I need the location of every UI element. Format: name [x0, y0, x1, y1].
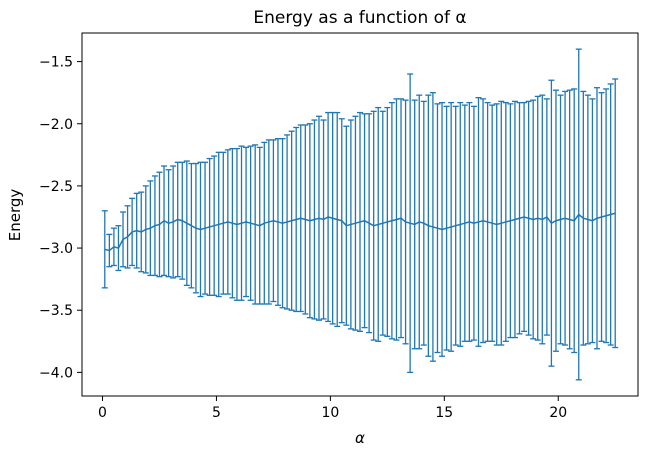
y-tick-label: −3.0: [39, 241, 73, 257]
y-tick-label: −2.5: [39, 179, 73, 195]
x-tick-label: 0: [98, 405, 107, 421]
x-tick-label: 5: [212, 405, 221, 421]
x-axis-label: α: [355, 429, 365, 447]
x-tick-label: 20: [549, 405, 567, 421]
y-axis-ticks: −4.0 −3.5 −3.0 −2.5 −2.0 −1.5: [39, 55, 82, 381]
chart-title: Energy as a function of α: [253, 8, 466, 28]
mean-energy-line: [104, 212, 616, 252]
y-tick-label: −4.0: [39, 365, 73, 381]
plot-area-frame: [81, 32, 639, 397]
error-bars: [101, 48, 619, 381]
x-tick-label: 10: [321, 405, 339, 421]
y-tick-label: −2.0: [39, 117, 73, 133]
y-tick-label: −3.5: [39, 303, 73, 319]
y-tick-label: −1.5: [39, 55, 73, 71]
y-axis-label: Energy: [6, 189, 24, 242]
x-axis-ticks: 0 5 10 15 20: [98, 396, 567, 421]
x-tick-label: 15: [435, 405, 453, 421]
